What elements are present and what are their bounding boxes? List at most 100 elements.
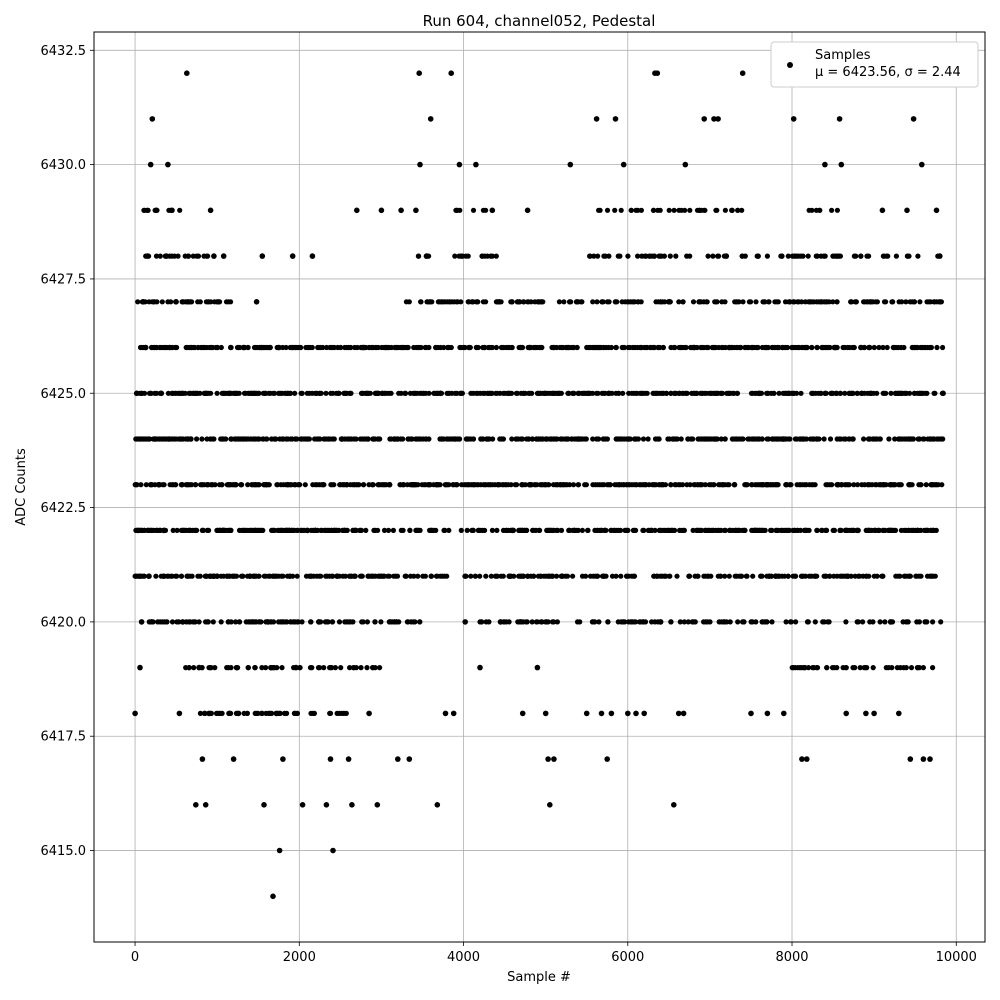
sample-point: [505, 527, 511, 534]
sample-point: [418, 344, 424, 351]
sample-point: [253, 619, 259, 625]
sample-point: [228, 436, 234, 442]
sample-point: [441, 573, 447, 579]
sample-point: [677, 619, 683, 625]
sample-point: [492, 482, 498, 488]
sample-point: [594, 482, 601, 488]
sample-point: [570, 573, 576, 579]
sample-point: [599, 299, 605, 305]
sample-point: [169, 207, 175, 214]
sample-point: [359, 436, 366, 442]
sample-point: [546, 390, 552, 396]
sample-point: [834, 665, 840, 671]
sample-point: [388, 619, 394, 625]
sample-point: [723, 253, 730, 259]
sample-point: [823, 482, 829, 488]
sample-point: [626, 390, 632, 396]
sample-point: [630, 527, 637, 534]
sample-point: [263, 665, 269, 671]
sample-point: [928, 436, 934, 442]
sample-point: [891, 344, 897, 351]
sample-point: [186, 527, 192, 534]
sample-point: [440, 299, 446, 305]
sample-point: [235, 710, 242, 717]
sample-point: [307, 573, 313, 579]
sample-point: [674, 573, 680, 579]
sample-point: [209, 482, 216, 488]
sample-point: [270, 527, 276, 534]
sample-point: [790, 116, 797, 122]
sample-point: [270, 893, 276, 900]
sample-point: [431, 482, 437, 488]
sample-point: [887, 619, 894, 625]
sample-point: [283, 619, 289, 625]
sample-point: [834, 390, 840, 396]
sample-point: [381, 527, 388, 534]
sample-point: [498, 436, 504, 442]
sample-point: [642, 390, 648, 396]
sample-point: [172, 344, 178, 351]
sample-point: [337, 482, 343, 488]
sample-point: [620, 390, 626, 396]
sample-point: [860, 619, 866, 625]
sample-point: [663, 573, 669, 579]
sample-point: [132, 482, 139, 488]
sample-point: [739, 573, 745, 579]
sample-point: [677, 344, 683, 351]
sample-point: [558, 436, 564, 442]
sample-point: [280, 756, 286, 762]
sample-point: [488, 253, 494, 259]
sample-point: [734, 390, 741, 396]
sample-point: [188, 436, 194, 442]
sample-point: [370, 665, 376, 671]
sample-point: [715, 253, 721, 259]
sample-point: [533, 619, 540, 625]
sample-point: [618, 207, 624, 213]
sample-point: [478, 436, 484, 442]
sample-point: [321, 665, 327, 671]
sample-point: [550, 482, 557, 488]
sample-point: [843, 527, 849, 534]
sample-point: [233, 619, 239, 625]
sample-point: [403, 299, 409, 305]
sample-point: [798, 573, 805, 579]
sample-point: [179, 619, 186, 625]
sample-point: [591, 619, 597, 625]
sample-point: [140, 299, 147, 305]
sample-point: [800, 344, 806, 351]
sample-point: [751, 436, 757, 442]
sample-point: [188, 390, 194, 396]
sample-point: [585, 527, 591, 534]
sample-point: [518, 619, 525, 625]
sample-point: [382, 482, 388, 488]
sample-point: [908, 665, 915, 671]
sample-point: [198, 344, 204, 351]
sample-point: [654, 436, 660, 442]
legend-stats: μ = 6423.56, σ = 2.44: [815, 65, 961, 80]
sample-point: [830, 253, 836, 259]
sample-point: [659, 390, 665, 396]
sample-point: [342, 344, 348, 351]
sample-point: [514, 482, 520, 488]
sample-point: [834, 299, 840, 305]
sample-point: [421, 482, 427, 488]
sample-point: [545, 619, 551, 625]
sample-point: [804, 756, 810, 762]
sample-point: [825, 619, 831, 625]
sample-point: [676, 482, 682, 488]
sample-point: [153, 573, 159, 579]
sample-point: [907, 482, 913, 488]
sample-point: [690, 436, 696, 442]
sample-point: [399, 344, 405, 351]
sample-point: [606, 299, 612, 305]
sample-point: [772, 573, 779, 579]
sample-point: [915, 253, 921, 259]
sample-point: [569, 344, 575, 351]
sample-point: [573, 299, 580, 305]
sample-point: [543, 436, 550, 442]
sample-point: [413, 207, 419, 214]
sample-point: [191, 665, 197, 671]
sample-point: [891, 482, 897, 488]
sample-point: [861, 436, 867, 442]
sample-point: [444, 482, 450, 488]
